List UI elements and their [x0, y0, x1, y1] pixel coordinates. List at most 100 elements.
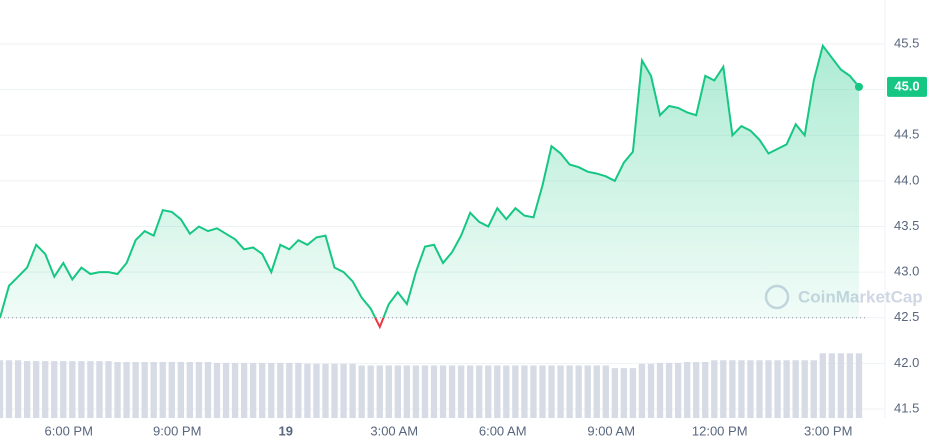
volume-bar: [51, 361, 58, 418]
volume-bar: [702, 362, 709, 418]
volume-bar: [620, 368, 628, 418]
volume-bar: [141, 362, 148, 418]
volume-bar: [403, 365, 411, 418]
x-tick-label: 6:00 AM: [479, 423, 527, 438]
volume-bar: [177, 362, 184, 418]
volume-bar: [195, 362, 203, 418]
volume-bar: [792, 360, 799, 418]
volume-bar: [846, 353, 854, 418]
volume-bar: [268, 362, 275, 418]
y-tick-label: 42.5: [894, 309, 919, 324]
volume-bar: [467, 365, 474, 418]
volume-bar: [60, 361, 67, 418]
y-tick-label: 43.0: [894, 264, 919, 279]
y-tick-label: 43.5: [894, 218, 919, 233]
volume-bar: [512, 365, 519, 418]
y-tick-label: 42.0: [894, 355, 919, 370]
price-badge: [887, 76, 927, 97]
volume-bar: [412, 365, 420, 418]
volume-bar: [584, 365, 591, 418]
volume-bar: [611, 368, 618, 418]
volume-bar: [756, 360, 763, 418]
volume-bar: [304, 363, 311, 418]
volume-bar: [421, 365, 429, 418]
volume-bar: [0, 360, 4, 418]
volume-bar: [693, 362, 700, 418]
volume-bar: [69, 361, 76, 418]
volume-bar: [638, 363, 646, 418]
volume-bar: [521, 365, 528, 418]
volume-bar: [684, 362, 691, 418]
volume-bar: [530, 365, 537, 418]
volume-bar: [629, 368, 637, 418]
volume-bar: [277, 362, 284, 418]
current-price: 45.0: [894, 78, 919, 93]
volume-bar: [602, 365, 609, 418]
volume-bar: [394, 365, 401, 418]
x-tick-label: 19: [278, 423, 292, 438]
volume-bar: [5, 360, 13, 418]
volume-bar: [322, 363, 329, 418]
volume-bar: [123, 362, 130, 418]
last-point: [854, 82, 863, 91]
price-area: [0, 45, 859, 318]
volume-bar: [340, 363, 347, 418]
volume-bar: [14, 360, 22, 418]
volume-bar: [801, 360, 808, 418]
volume-bar: [295, 362, 302, 418]
volume-bar: [476, 365, 483, 418]
volume-bar: [240, 362, 248, 418]
volume-bar: [331, 363, 338, 418]
volume-bar: [457, 365, 465, 418]
y-tick-label: 45.5: [894, 35, 919, 50]
volume-bar: [33, 361, 40, 418]
volume-bar: [855, 353, 863, 418]
volume-bar: [96, 361, 103, 418]
x-tick-label: 3:00 AM: [370, 423, 418, 438]
volume-bar: [494, 365, 501, 418]
volume-bar: [810, 360, 817, 418]
volume-bar: [783, 360, 790, 418]
volume-bar: [250, 362, 257, 418]
price-line: [0, 43, 860, 318]
volume-bar: [349, 363, 356, 418]
x-tick-label: 6:00 PM: [45, 423, 93, 438]
volume-bar: [78, 361, 85, 418]
volume-bar: [503, 365, 510, 418]
volume-bar: [23, 361, 31, 418]
volume-bar: [837, 353, 845, 418]
volume-bar: [765, 360, 772, 418]
volume-bar: [204, 362, 212, 418]
volume-bar: [711, 360, 718, 418]
volume-bar: [593, 365, 600, 418]
volume-bar: [720, 360, 727, 418]
volume-bar: [485, 365, 492, 418]
volume-bar: [738, 360, 745, 418]
y-tick-label: 44.5: [894, 127, 919, 142]
volume-bar: [647, 363, 655, 418]
volume-bar: [819, 353, 826, 418]
volume-bar: [259, 362, 266, 418]
volume-bar: [150, 362, 157, 418]
volume-bar: [87, 361, 94, 418]
volume-bar: [385, 365, 392, 418]
volume-bar: [168, 362, 175, 418]
volume-bar: [539, 365, 546, 418]
y-tick-label: 41.5: [894, 400, 919, 415]
volume-bar: [557, 365, 564, 418]
volume-bar: [231, 362, 239, 418]
volume-bar: [674, 362, 682, 418]
volume-bar: [729, 360, 736, 418]
volume-bar: [566, 365, 573, 418]
volume-bar: [656, 362, 664, 418]
volume-bar: [358, 365, 365, 418]
volume-bar: [774, 360, 781, 418]
volume-bar: [439, 365, 447, 418]
volume-bar: [42, 361, 49, 418]
volume-bar: [159, 362, 166, 418]
volume-bar: [114, 362, 121, 418]
volume-bar: [105, 361, 112, 418]
volume-bar: [665, 362, 673, 418]
volume-bar: [430, 365, 438, 418]
